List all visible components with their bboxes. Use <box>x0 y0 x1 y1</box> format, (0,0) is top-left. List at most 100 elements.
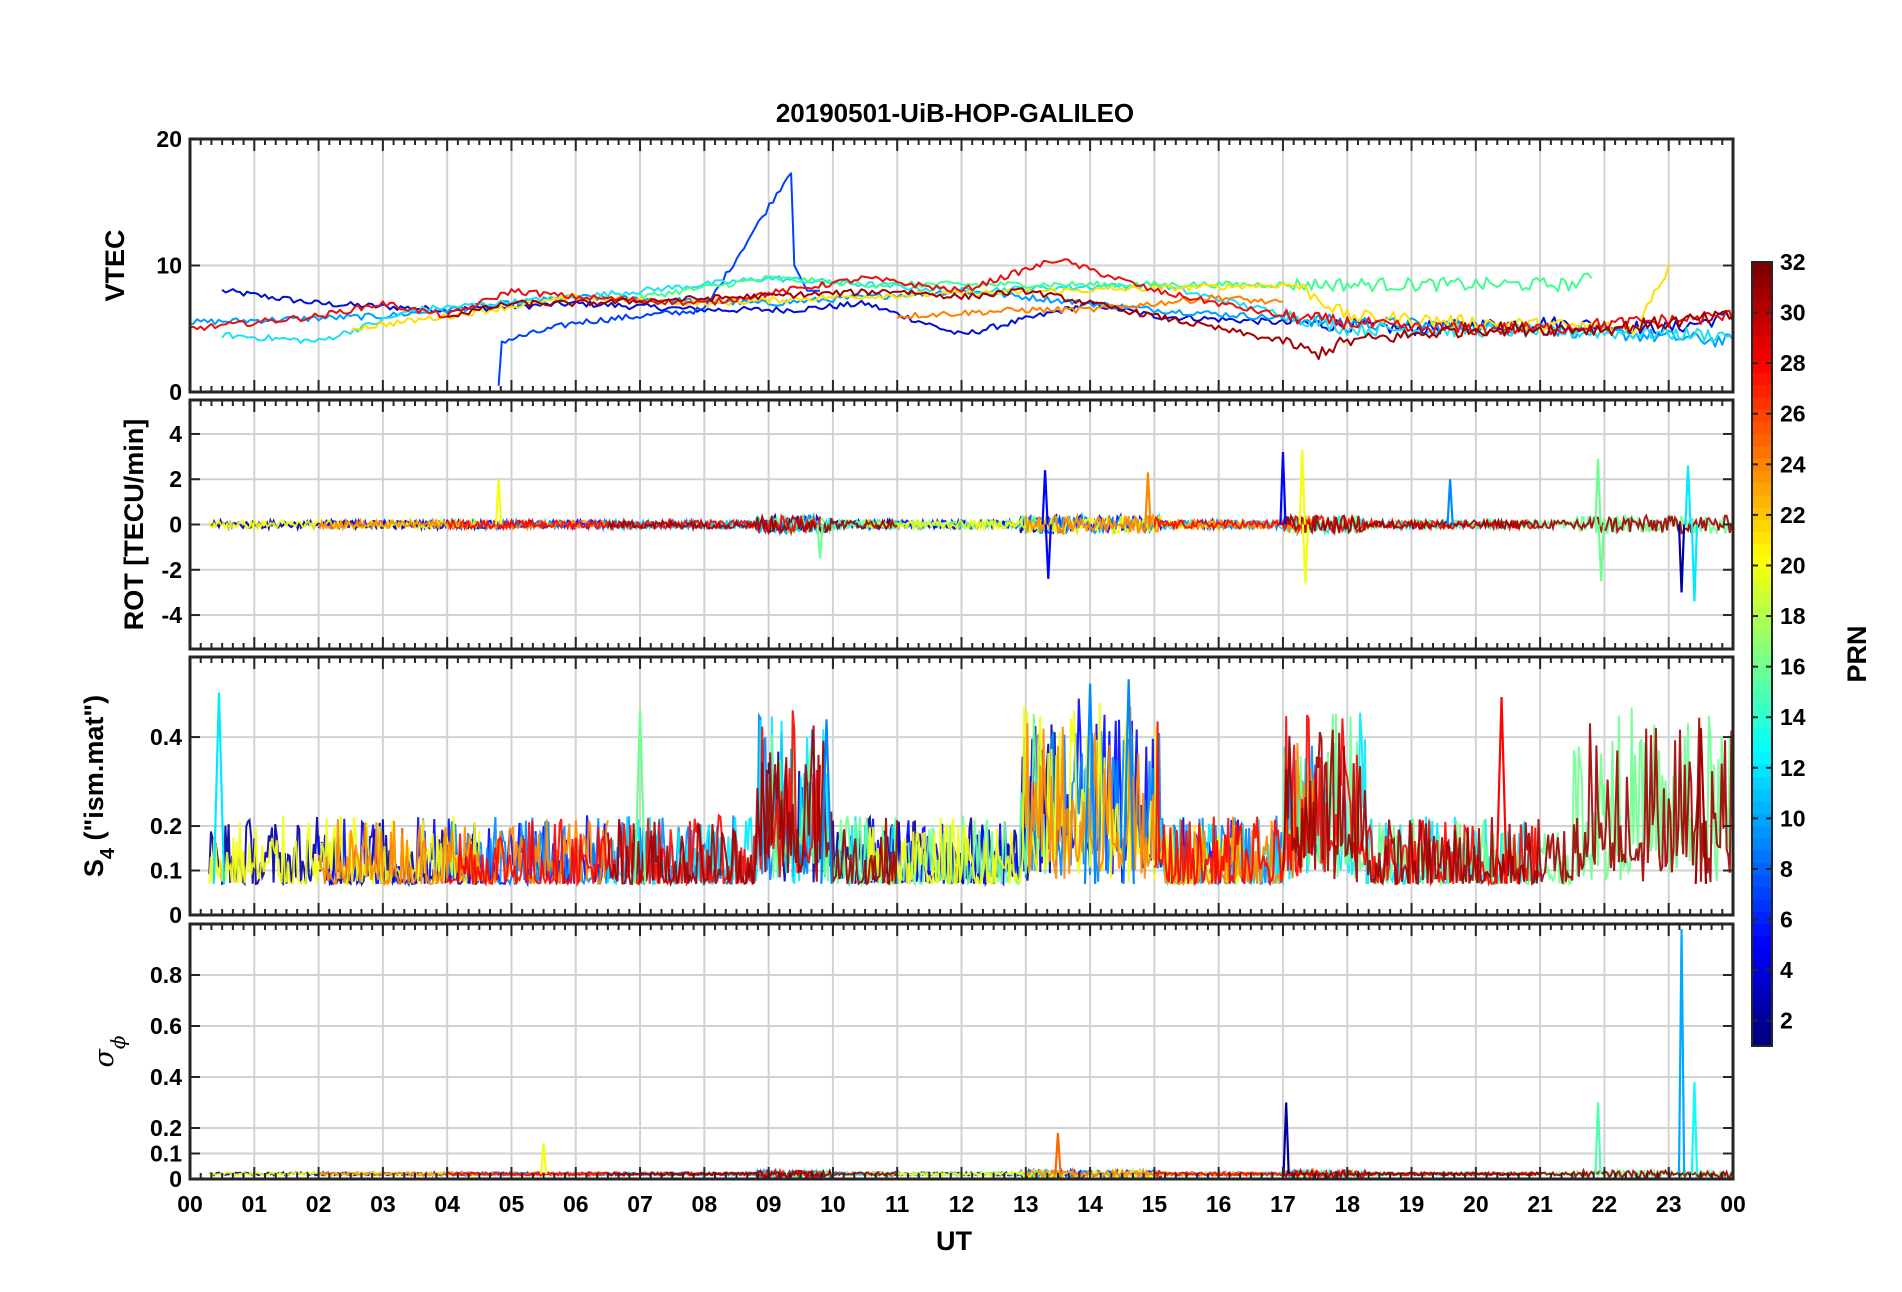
colorbar-step <box>1752 360 1772 373</box>
spike-prn-5 <box>1044 524 1052 579</box>
x-tick-label: 21 <box>1527 1191 1553 1217</box>
spike-prn-9 <box>820 719 833 884</box>
colorbar-step <box>1752 886 1772 900</box>
colorbar-step <box>1752 813 1772 827</box>
colorbar-step <box>1752 801 1772 814</box>
x-tick-label: 05 <box>499 1191 525 1217</box>
x-tick-label: 16 <box>1206 1191 1232 1217</box>
colorbar-step <box>1752 617 1772 631</box>
spike-prn-9 <box>1083 683 1097 884</box>
colorbar-tick-label: 22 <box>1780 502 1806 528</box>
trace-prn-31 <box>1282 717 1733 886</box>
x-tick-label: 17 <box>1270 1191 1296 1217</box>
ticks-sigma <box>189 924 1734 1180</box>
colorbar-tick-label: 12 <box>1780 755 1806 781</box>
colorbar-step <box>1752 458 1772 471</box>
spike-prn-25 <box>1054 1133 1062 1174</box>
series-prn-16 <box>639 272 1593 300</box>
trace-prn-31 <box>1282 512 1733 537</box>
panel-vtec: 0 10 20 VTEC <box>100 126 1735 405</box>
colorbar-step <box>1752 690 1772 704</box>
y-tick-label-s4: 0.4 <box>150 724 182 750</box>
colorbar-tick-label: 10 <box>1780 805 1806 831</box>
colorbar-label: PRN <box>1842 625 1872 682</box>
trace-prn-31 <box>607 1168 898 1179</box>
ticks-rot <box>189 400 1734 649</box>
y-tick-label-vtec: 20 <box>156 126 182 152</box>
colorbar-step <box>1752 494 1772 508</box>
x-tick-label: 00 <box>177 1191 203 1217</box>
x-tick-label: 13 <box>1013 1191 1039 1217</box>
colorbar-tick-label: 28 <box>1780 350 1806 376</box>
colorbar-tick-label: 2 <box>1780 1008 1793 1034</box>
x-tick-label: 06 <box>563 1191 589 1217</box>
colorbar-tick-label: 14 <box>1780 704 1806 730</box>
spike-prn-24 <box>1144 472 1152 525</box>
colorbar-step <box>1752 923 1772 937</box>
colorbar-tick-label: 6 <box>1780 907 1793 933</box>
y-tick-label-sigma: 0 <box>169 1166 182 1192</box>
colorbar-step <box>1752 935 1772 949</box>
grid-vtec <box>190 139 1733 392</box>
colorbar-step <box>1752 960 1772 974</box>
colorbar-step <box>1752 641 1772 655</box>
colorbar-step <box>1752 984 1772 998</box>
colorbar-step <box>1752 605 1772 618</box>
colorbar-step <box>1752 286 1772 300</box>
data-s4 <box>208 679 1733 888</box>
x-tick-label: 18 <box>1334 1191 1360 1217</box>
spike-prn-13 <box>1690 1082 1699 1174</box>
spike-prn-16 <box>1597 524 1605 582</box>
colorbar-step <box>1752 997 1772 1010</box>
y-tick-label-s4: 0 <box>169 902 182 928</box>
x-tick-label: 12 <box>949 1191 975 1217</box>
y-tick-label-vtec: 10 <box>156 253 182 279</box>
colorbar-step <box>1752 678 1772 692</box>
grid-sigma <box>190 924 1733 1179</box>
colorbar-step <box>1752 335 1772 349</box>
colorbar-step <box>1752 556 1772 569</box>
spike-prn-20 <box>1298 449 1306 525</box>
colorbar-tick-label: 26 <box>1780 401 1806 427</box>
colorbar-step <box>1752 654 1772 667</box>
colorbar-step <box>1752 445 1772 459</box>
spike-prn-16 <box>1594 458 1602 525</box>
x-axis-label: UT <box>936 1226 972 1256</box>
x-tick-label: 11 <box>885 1191 910 1217</box>
colorbar-step <box>1752 776 1772 790</box>
ticks-s4 <box>189 657 1734 916</box>
x-tick-label: 00 <box>1720 1191 1746 1217</box>
y-tick-label-rot: 2 <box>169 466 182 492</box>
spike-prn-12 <box>212 692 226 884</box>
colorbar-step <box>1752 874 1772 888</box>
x-tick-label: 15 <box>1142 1191 1168 1217</box>
colorbar-step <box>1752 788 1772 802</box>
spike-prn-15 <box>1594 1102 1602 1174</box>
colorbar-step <box>1752 298 1772 312</box>
x-tick-label: 23 <box>1656 1191 1682 1217</box>
x-tick-label: 07 <box>627 1191 653 1217</box>
trace-prn-24 <box>317 819 609 887</box>
y-tick-label-s4: 0.2 <box>150 813 182 839</box>
trace-prn-20 <box>864 514 1246 537</box>
x-tick-label: 08 <box>692 1191 718 1217</box>
spike-prn-20 <box>494 479 503 525</box>
colorbar-tick-label: 24 <box>1780 451 1806 477</box>
y-axis-label-vtec: VTEC <box>100 229 130 301</box>
colorbar-step <box>1752 948 1772 961</box>
colorbar-step <box>1752 739 1772 753</box>
colorbar-step <box>1752 703 1772 716</box>
colorbar-step <box>1752 850 1772 863</box>
x-tick-label: 22 <box>1592 1191 1618 1217</box>
x-tick-label: 01 <box>241 1191 267 1217</box>
colorbar-step <box>1752 372 1772 386</box>
colorbar-step <box>1752 470 1772 484</box>
colorbar-step <box>1752 347 1772 361</box>
colorbar-step <box>1752 972 1772 986</box>
colorbar-step <box>1752 837 1772 851</box>
colorbar-tick-label: 18 <box>1780 603 1806 629</box>
x-tick-label: 10 <box>820 1191 846 1217</box>
spike-prn-28 <box>1495 697 1508 884</box>
colorbar-step <box>1752 507 1772 520</box>
